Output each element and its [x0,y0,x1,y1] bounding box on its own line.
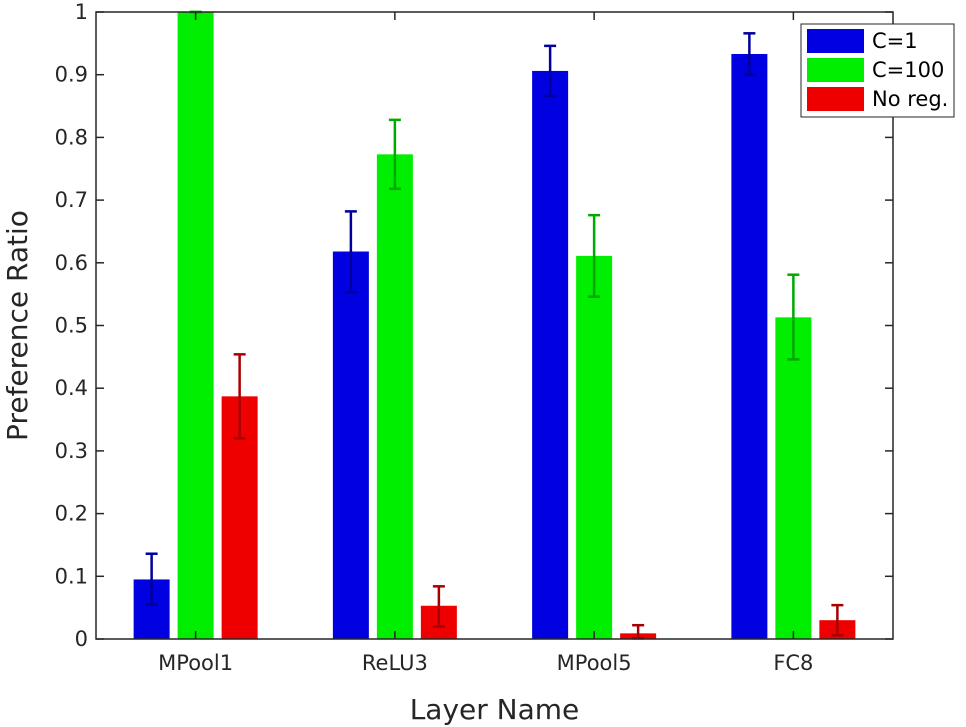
y-tick-label: 0.3 [55,439,88,463]
y-axis-title: Preference Ratio [1,210,34,441]
x-tick-label: FC8 [773,651,813,675]
y-tick-label: 1 [75,0,88,24]
x-axis: MPool1 ReLU3 MPool5 FC8 [158,12,813,675]
error-bars-layer [145,10,844,640]
y-tick-label: 0.5 [55,314,88,338]
y-tick-label: 0.2 [55,502,88,526]
x-tick-label: MPool5 [557,651,632,675]
bar-2-relu3 [376,154,413,640]
legend-swatch [807,29,864,53]
legend-label: C=1 [872,29,918,53]
x-axis-title: Layer Name [410,693,580,726]
y-tick-label: 0.8 [55,125,88,149]
y-tick-label: 0.1 [55,564,88,588]
plot-area-frame [95,11,894,640]
legend-label: C=100 [872,58,944,82]
x-tick-label: ReLU3 [362,651,428,675]
bar-1-relu3 [332,251,369,639]
y-tick-label: 0.6 [55,251,88,275]
bar-2-mpool5 [576,255,613,639]
legend-swatch [807,87,864,111]
bars-layer [133,12,856,640]
bar-1-mpool5 [532,70,569,640]
legend-label: No reg. [872,87,948,111]
legend: C=1 C=100 No reg. [800,23,955,118]
x-tick-label: MPool1 [158,651,233,675]
y-tick-label: 0.7 [55,188,88,212]
y-tick-label: 0 [75,627,88,651]
legend-swatch [807,58,864,82]
y-tick-label: 0.9 [55,63,88,87]
y-axis: 0 0.1 0.2 0.3 0.4 0.5 0.6 0.7 0.8 0.9 1 [55,0,893,651]
bar-2-fc8 [775,317,812,639]
bar-2-mpool1 [177,12,214,639]
bar-1-fc8 [731,54,768,640]
y-tick-label: 0.4 [55,376,88,400]
